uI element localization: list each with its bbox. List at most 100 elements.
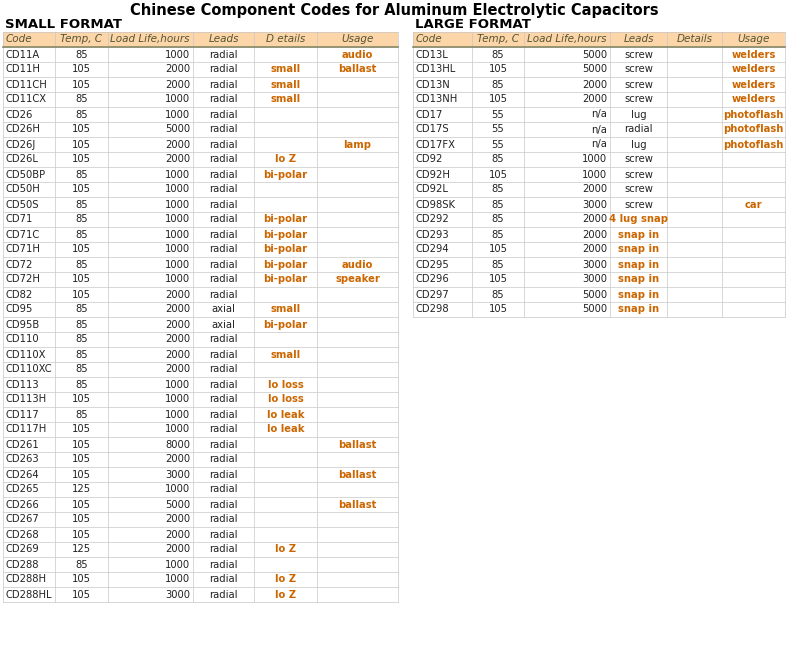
Text: n/a: n/a xyxy=(591,109,607,120)
Text: 3000: 3000 xyxy=(165,590,190,600)
Text: CD263: CD263 xyxy=(6,454,39,465)
Text: small: small xyxy=(270,64,300,74)
Text: ballast: ballast xyxy=(338,499,377,510)
Text: 105: 105 xyxy=(72,424,91,434)
Text: small: small xyxy=(270,94,300,105)
Text: 2000: 2000 xyxy=(165,544,190,555)
Text: bi-polar: bi-polar xyxy=(263,260,307,270)
Text: CD297: CD297 xyxy=(416,290,450,299)
Text: 105: 105 xyxy=(72,184,91,195)
Text: CD13NH: CD13NH xyxy=(416,94,459,105)
Text: axial: axial xyxy=(211,320,236,329)
Text: CD288HL: CD288HL xyxy=(6,590,53,600)
Text: Load Life,hours: Load Life,hours xyxy=(110,34,190,44)
Text: 2000: 2000 xyxy=(165,139,190,150)
Text: 2000: 2000 xyxy=(165,79,190,89)
Text: 85: 85 xyxy=(75,380,87,389)
Text: CD17: CD17 xyxy=(416,109,444,120)
Text: 55: 55 xyxy=(492,109,504,120)
Text: screw: screw xyxy=(624,64,653,74)
Text: lo Z: lo Z xyxy=(275,590,296,600)
Text: radial: radial xyxy=(210,184,238,195)
Text: CD288: CD288 xyxy=(6,559,39,570)
Text: CD11H: CD11H xyxy=(6,64,41,74)
Text: 1000: 1000 xyxy=(165,169,190,180)
Text: 2000: 2000 xyxy=(582,214,607,225)
Text: 105: 105 xyxy=(489,64,507,74)
Text: bi-polar: bi-polar xyxy=(263,169,307,180)
Text: 105: 105 xyxy=(72,154,91,165)
Text: screw: screw xyxy=(624,49,653,59)
Text: 1000: 1000 xyxy=(165,559,190,570)
Text: 85: 85 xyxy=(75,109,87,120)
Text: 2000: 2000 xyxy=(165,64,190,74)
Text: Chinese Component Codes for Aluminum Electrolytic Capacitors: Chinese Component Codes for Aluminum Ele… xyxy=(130,3,658,18)
Text: 105: 105 xyxy=(72,124,91,135)
Text: snap in: snap in xyxy=(618,260,659,270)
Text: radial: radial xyxy=(210,49,238,59)
Text: bi-polar: bi-polar xyxy=(263,230,307,240)
Text: 3000: 3000 xyxy=(582,275,607,284)
Text: CD71H: CD71H xyxy=(6,245,41,255)
Text: radial: radial xyxy=(210,335,238,344)
Text: radial: radial xyxy=(210,154,238,165)
Text: audio: audio xyxy=(342,260,374,270)
Text: radial: radial xyxy=(210,544,238,555)
Text: 105: 105 xyxy=(72,469,91,480)
Text: CD268: CD268 xyxy=(6,529,39,540)
Text: photoflash: photoflash xyxy=(723,139,784,150)
Text: 85: 85 xyxy=(75,260,87,270)
Text: Details: Details xyxy=(677,34,712,44)
Text: radial: radial xyxy=(210,109,238,120)
Text: welders: welders xyxy=(731,64,775,74)
Text: radial: radial xyxy=(210,350,238,359)
Text: axial: axial xyxy=(211,305,236,314)
Text: 3000: 3000 xyxy=(582,260,607,270)
Text: 5000: 5000 xyxy=(582,49,607,59)
Text: CD98SK: CD98SK xyxy=(416,199,456,210)
Text: radial: radial xyxy=(210,199,238,210)
Text: 105: 105 xyxy=(72,590,91,600)
Text: Temp, C: Temp, C xyxy=(477,34,519,44)
Text: CD71: CD71 xyxy=(6,214,33,225)
Text: Temp, C: Temp, C xyxy=(61,34,102,44)
Bar xyxy=(413,31,785,46)
Text: CD110: CD110 xyxy=(6,335,39,344)
Text: snap in: snap in xyxy=(618,230,659,240)
Text: 1000: 1000 xyxy=(165,574,190,585)
Text: snap in: snap in xyxy=(618,305,659,314)
Text: CD72H: CD72H xyxy=(6,275,41,284)
Text: CD117H: CD117H xyxy=(6,424,47,434)
Text: lamp: lamp xyxy=(344,139,371,150)
Text: 5000: 5000 xyxy=(165,124,190,135)
Text: 85: 85 xyxy=(492,79,504,89)
Text: 105: 105 xyxy=(72,275,91,284)
Text: 2000: 2000 xyxy=(582,184,607,195)
Text: radial: radial xyxy=(210,365,238,374)
Text: CD13N: CD13N xyxy=(416,79,451,89)
Text: 85: 85 xyxy=(492,184,504,195)
Text: screw: screw xyxy=(624,184,653,195)
Text: 5000: 5000 xyxy=(165,499,190,510)
Text: 85: 85 xyxy=(492,199,504,210)
Text: 1000: 1000 xyxy=(582,169,607,180)
Text: bi-polar: bi-polar xyxy=(263,245,307,255)
Bar xyxy=(3,31,398,46)
Text: CD26: CD26 xyxy=(6,109,33,120)
Text: audio: audio xyxy=(342,49,374,59)
Text: CD261: CD261 xyxy=(6,439,39,449)
Text: 105: 105 xyxy=(72,139,91,150)
Text: Code: Code xyxy=(6,34,32,44)
Text: 2000: 2000 xyxy=(582,230,607,240)
Text: 1000: 1000 xyxy=(165,260,190,270)
Text: radial: radial xyxy=(210,439,238,449)
Text: CD72: CD72 xyxy=(6,260,33,270)
Text: welders: welders xyxy=(731,49,775,59)
Text: 1000: 1000 xyxy=(165,94,190,105)
Text: screw: screw xyxy=(624,199,653,210)
Text: radial: radial xyxy=(210,395,238,404)
Text: 85: 85 xyxy=(75,94,87,105)
Text: CD295: CD295 xyxy=(416,260,450,270)
Text: speaker: speaker xyxy=(335,275,380,284)
Text: radial: radial xyxy=(210,79,238,89)
